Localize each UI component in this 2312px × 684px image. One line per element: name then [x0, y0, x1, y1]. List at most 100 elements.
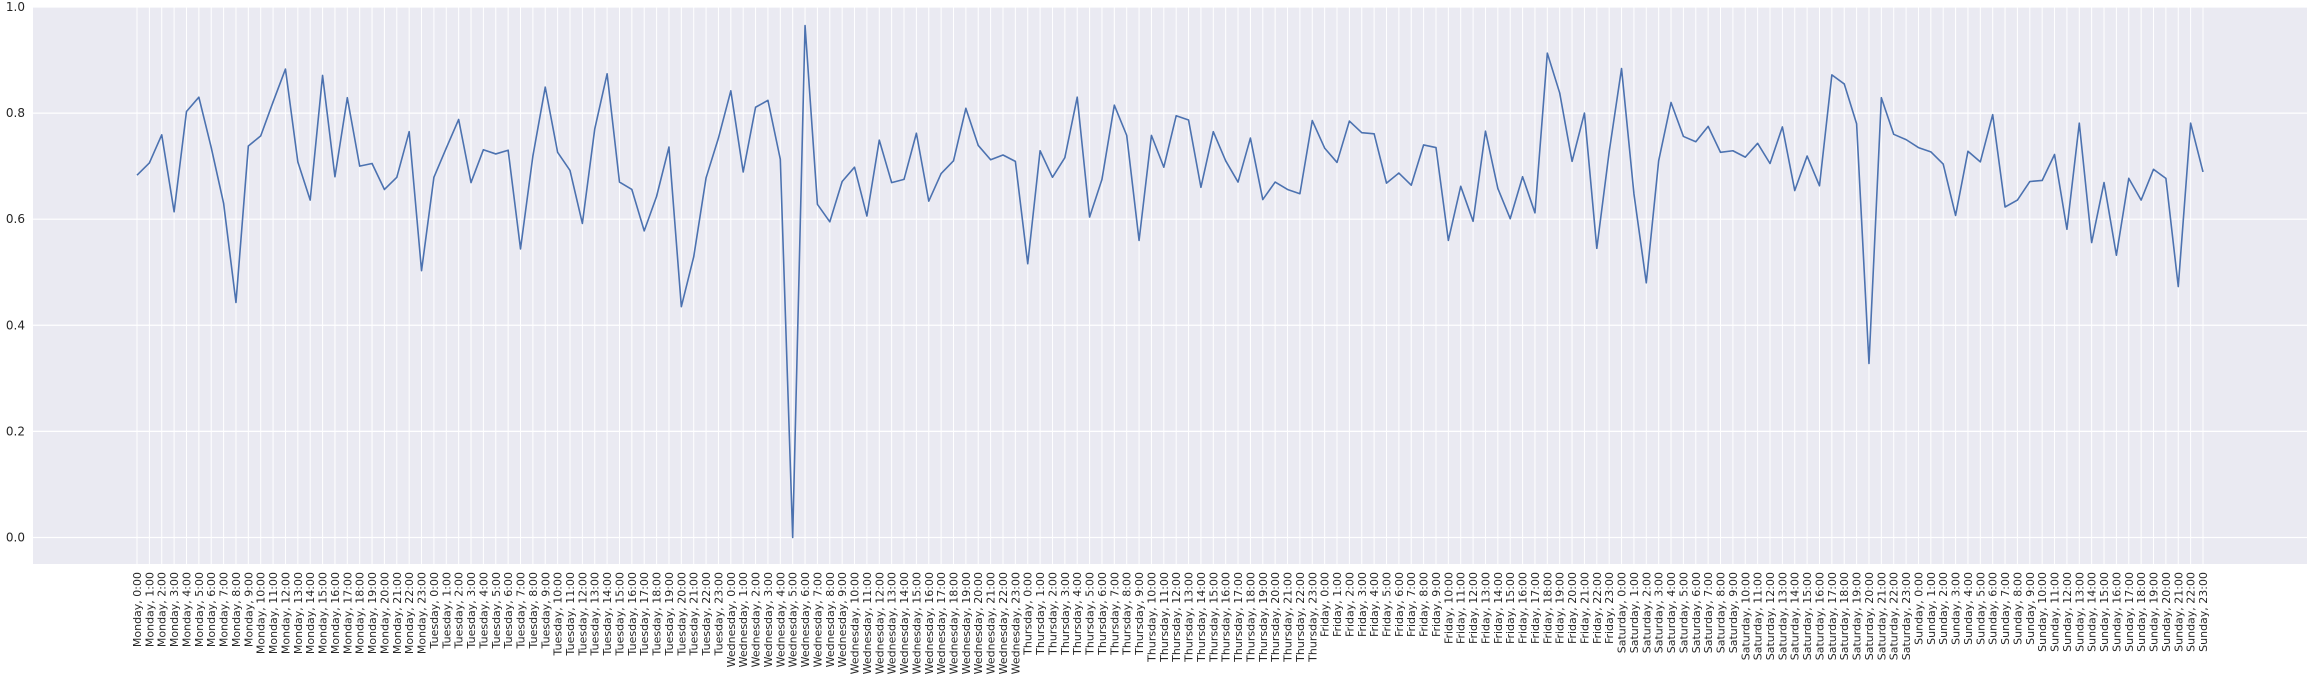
x-tick-label: Friday, 2:00 — [1343, 572, 1356, 637]
plot-area — [33, 7, 2307, 564]
x-tick-label: Monday, 7:00 — [218, 572, 231, 647]
x-tick-label: Friday, 7:00 — [1405, 572, 1418, 637]
x-tick-label: Sunday, 20:00 — [2160, 572, 2173, 652]
x-tick-label: Thursday, 15:00 — [1207, 572, 1220, 663]
x-tick-label: Saturday, 6:00 — [1690, 572, 1703, 653]
x-tick-label: Saturday, 9:00 — [1727, 572, 1740, 653]
x-tick-label: Tuesday, 17:00 — [638, 572, 651, 656]
x-tick-label: Tuesday, 0:00 — [428, 572, 441, 649]
x-tick-label: Saturday, 4:00 — [1665, 572, 1678, 653]
x-tick-label: Tuesday, 23:00 — [712, 572, 725, 656]
x-tick-label: Wednesday, 17:00 — [935, 572, 948, 674]
x-tick-label: Tuesday, 15:00 — [613, 572, 626, 656]
x-tick-label: Tuesday, 1:00 — [440, 572, 453, 649]
x-tick-label: Tuesday, 9:00 — [539, 572, 552, 649]
x-tick-label: Saturday, 20:00 — [1863, 572, 1876, 660]
x-tick-label: Wednesday, 12:00 — [873, 572, 886, 674]
x-tick-label: Friday, 1:00 — [1331, 572, 1344, 637]
x-tick-label: Tuesday, 14:00 — [601, 572, 614, 656]
x-tick-label: Friday, 21:00 — [1578, 572, 1591, 644]
x-tick-label: Wednesday, 4:00 — [774, 572, 787, 667]
x-tick-label: Sunday, 11:00 — [2049, 572, 2062, 652]
x-tick-label: Thursday, 17:00 — [1232, 572, 1245, 663]
x-tick-label: Wednesday, 18:00 — [948, 572, 961, 674]
x-tick-label: Friday, 20:00 — [1566, 572, 1579, 644]
x-tick-label: Monday, 11:00 — [267, 572, 280, 654]
x-tick-label: Saturday, 21:00 — [1875, 572, 1888, 660]
x-tick-label: Friday, 4:00 — [1368, 572, 1381, 637]
x-tick-label: Tuesday, 18:00 — [651, 572, 664, 656]
y-axis-ticks: 0.0 0.2 0.4 0.6 0.8 1.0 — [6, 0, 25, 544]
x-tick-label: Thursday, 5:00 — [1084, 572, 1097, 656]
x-tick-label: Saturday, 15:00 — [1801, 572, 1814, 660]
x-tick-label: Monday, 5:00 — [193, 572, 206, 647]
x-tick-label: Sunday, 22:00 — [2185, 572, 2198, 652]
x-tick-label: Friday, 6:00 — [1393, 572, 1406, 637]
x-tick-label: Saturday, 1:00 — [1628, 572, 1641, 653]
x-tick-label: Sunday, 4:00 — [1962, 572, 1975, 645]
x-tick-label: Friday, 22:00 — [1591, 572, 1604, 644]
x-tick-label: Thursday, 2:00 — [1046, 572, 1059, 656]
x-tick-label: Monday, 16:00 — [329, 572, 342, 654]
x-tick-label: Saturday, 8:00 — [1715, 572, 1728, 653]
x-tick-label: Monday, 1:00 — [143, 572, 156, 647]
x-tick-label: Thursday, 18:00 — [1244, 572, 1257, 663]
x-tick-label: Tuesday, 10:00 — [552, 572, 565, 656]
x-tick-label: Friday, 10:00 — [1442, 572, 1455, 644]
x-tick-label: Sunday, 14:00 — [2086, 572, 2099, 652]
x-tick-label: Saturday, 23:00 — [1900, 572, 1913, 660]
y-tick-label: 1.0 — [6, 0, 25, 14]
x-tick-label: Thursday, 16:00 — [1220, 572, 1233, 663]
x-tick-label: Wednesday, 9:00 — [836, 572, 849, 667]
x-tick-label: Friday, 9:00 — [1430, 572, 1443, 637]
x-tick-label: Friday, 16:00 — [1517, 572, 1530, 644]
x-tick-label: Wednesday, 19:00 — [960, 572, 973, 674]
x-tick-label: Saturday, 2:00 — [1640, 572, 1653, 653]
x-tick-label: Friday, 11:00 — [1455, 572, 1468, 644]
x-tick-label: Tuesday, 22:00 — [700, 572, 713, 656]
x-tick-label: Tuesday, 20:00 — [675, 572, 688, 656]
x-tick-label: Wednesday, 3:00 — [762, 572, 775, 667]
x-tick-label: Sunday, 9:00 — [2024, 572, 2037, 645]
x-tick-label: Sunday, 19:00 — [2148, 572, 2161, 652]
x-tick-label: Thursday, 12:00 — [1170, 572, 1183, 663]
x-tick-label: Saturday, 0:00 — [1616, 572, 1629, 653]
x-tick-label: Monday, 0:00 — [131, 572, 144, 647]
x-tick-label: Friday, 3:00 — [1356, 572, 1369, 637]
x-tick-label: Monday, 17:00 — [341, 572, 354, 654]
x-tick-label: Wednesday, 14:00 — [898, 572, 911, 674]
x-tick-label: Wednesday, 13:00 — [886, 572, 899, 674]
x-tick-label: Thursday, 14:00 — [1195, 572, 1208, 663]
x-tick-label: Saturday, 14:00 — [1789, 572, 1802, 660]
y-tick-label: 0.0 — [6, 530, 25, 544]
x-tick-label: Thursday, 13:00 — [1183, 572, 1196, 663]
x-tick-label: Sunday, 12:00 — [2061, 572, 2074, 652]
x-tick-label: Tuesday, 21:00 — [688, 572, 701, 656]
x-tick-label: Wednesday, 22:00 — [997, 572, 1010, 674]
x-tick-label: Thursday, 7:00 — [1108, 572, 1121, 656]
x-tick-label: Saturday, 13:00 — [1776, 572, 1789, 660]
x-tick-label: Friday, 12:00 — [1467, 572, 1480, 644]
x-tick-label: Monday, 20:00 — [378, 572, 391, 654]
x-tick-label: Thursday, 4:00 — [1071, 572, 1084, 656]
x-tick-label: Friday, 17:00 — [1529, 572, 1542, 644]
x-tick-label: Wednesday, 0:00 — [725, 572, 738, 667]
x-tick-label: Tuesday, 19:00 — [663, 572, 676, 656]
x-tick-label: Tuesday, 11:00 — [564, 572, 577, 656]
x-tick-label: Thursday, 22:00 — [1294, 572, 1307, 663]
x-tick-label: Wednesday, 1:00 — [737, 572, 750, 667]
x-tick-label: Tuesday, 8:00 — [527, 572, 540, 649]
x-tick-label: Wednesday, 2:00 — [750, 572, 763, 667]
x-tick-label: Monday, 19:00 — [366, 572, 379, 654]
x-tick-label: Monday, 12:00 — [279, 572, 292, 654]
x-tick-label: Sunday, 1:00 — [1925, 572, 1938, 645]
x-tick-label: Sunday, 16:00 — [2110, 572, 2123, 652]
x-tick-label: Thursday, 1:00 — [1034, 572, 1047, 656]
x-tick-label: Monday, 23:00 — [416, 572, 429, 654]
x-tick-label: Friday, 19:00 — [1554, 572, 1567, 644]
y-tick-label: 0.4 — [6, 318, 25, 332]
x-tick-label: Friday, 0:00 — [1319, 572, 1332, 637]
x-tick-label: Tuesday, 5:00 — [490, 572, 503, 649]
x-tick-label: Monday, 4:00 — [180, 572, 193, 647]
x-tick-label: Wednesday, 21:00 — [985, 572, 998, 674]
